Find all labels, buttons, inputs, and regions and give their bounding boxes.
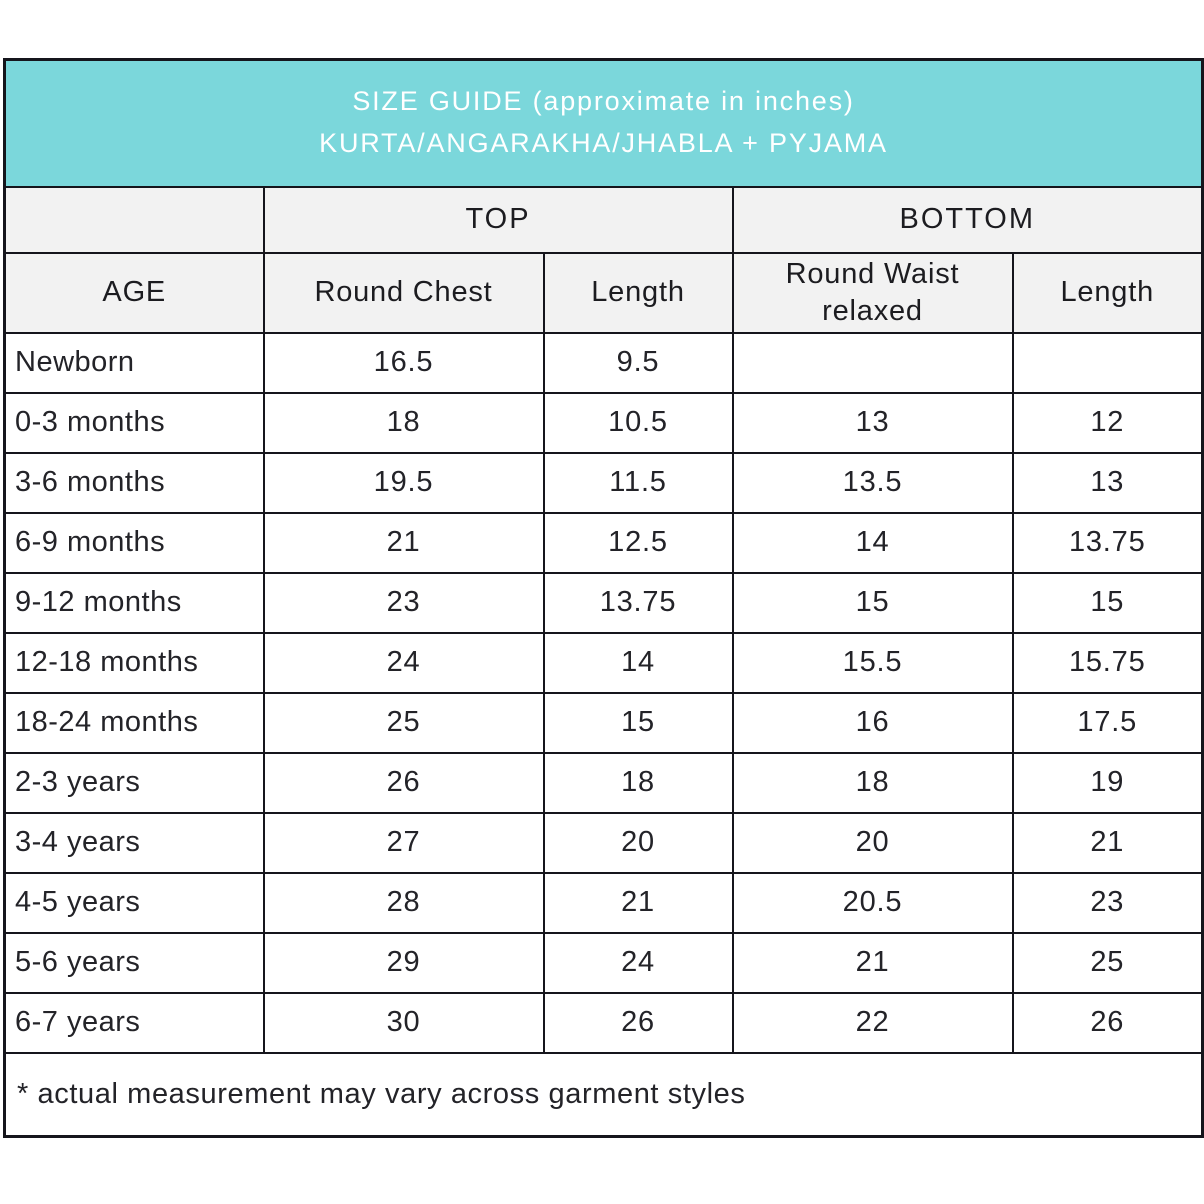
table-row: 4-5 years 28 21 20.5 23 xyxy=(3,871,1204,934)
top-length-cell: 15 xyxy=(542,691,734,754)
table-row: 3-4 years 27 20 20 21 xyxy=(3,811,1204,874)
round-waist-cell: 18 xyxy=(731,751,1014,814)
round-chest-cell: 29 xyxy=(262,931,545,994)
column-header-top-length: Length xyxy=(542,251,734,334)
bottom-length-cell: 25 xyxy=(1011,931,1204,994)
column-header-round-chest: Round Chest xyxy=(262,251,545,334)
bottom-length-cell: 15.75 xyxy=(1011,631,1204,694)
round-chest-cell: 30 xyxy=(262,991,545,1054)
age-cell: 18-24 months xyxy=(3,691,265,754)
bottom-length-cell: 12 xyxy=(1011,391,1204,454)
group-header-top: TOP xyxy=(262,185,734,254)
age-cell: 3-4 years xyxy=(3,811,265,874)
table-row: 2-3 years 26 18 18 19 xyxy=(3,751,1204,814)
top-length-cell: 26 xyxy=(542,991,734,1054)
title-line-2: KURTA/ANGARAKHA/JHABLA + PYJAMA xyxy=(319,128,888,159)
top-length-cell: 18 xyxy=(542,751,734,814)
round-chest-cell: 28 xyxy=(262,871,545,934)
round-waist-cell: 21 xyxy=(731,931,1014,994)
age-cell: Newborn xyxy=(3,331,265,394)
title-line-1: SIZE GUIDE (approximate in inches) xyxy=(352,86,855,117)
bottom-length-cell: 13.75 xyxy=(1011,511,1204,574)
round-waist-cell: 22 xyxy=(731,991,1014,1054)
round-chest-cell: 18 xyxy=(262,391,545,454)
top-length-cell: 11.5 xyxy=(542,451,734,514)
top-length-cell: 14 xyxy=(542,631,734,694)
bottom-length-cell: 23 xyxy=(1011,871,1204,934)
column-header-row: AGE Round Chest Length Round Waist relax… xyxy=(3,251,1204,334)
round-chest-cell: 21 xyxy=(262,511,545,574)
table-row: 6-9 months 21 12.5 14 13.75 xyxy=(3,511,1204,574)
age-cell: 6-9 months xyxy=(3,511,265,574)
size-guide-title: SIZE GUIDE (approximate in inches) KURTA… xyxy=(3,58,1204,188)
age-cell: 2-3 years xyxy=(3,751,265,814)
round-waist-cell: 16 xyxy=(731,691,1014,754)
table-row: 0-3 months 18 10.5 13 12 xyxy=(3,391,1204,454)
table-row: Newborn 16.5 9.5 xyxy=(3,331,1204,394)
round-chest-cell: 24 xyxy=(262,631,545,694)
top-length-cell: 13.75 xyxy=(542,571,734,634)
group-header-bottom: BOTTOM xyxy=(731,185,1204,254)
bottom-length-cell: 21 xyxy=(1011,811,1204,874)
top-length-cell: 21 xyxy=(542,871,734,934)
table-row: 6-7 years 30 26 22 26 xyxy=(3,991,1204,1054)
round-chest-cell: 25 xyxy=(262,691,545,754)
bottom-length-cell: 19 xyxy=(1011,751,1204,814)
round-waist-cell: 14 xyxy=(731,511,1014,574)
top-length-cell: 9.5 xyxy=(542,331,734,394)
table-row: 12-18 months 24 14 15.5 15.75 xyxy=(3,631,1204,694)
age-cell: 9-12 months xyxy=(3,571,265,634)
round-chest-cell: 27 xyxy=(262,811,545,874)
column-header-age: AGE xyxy=(3,251,265,334)
column-header-round-waist: Round Waist relaxed xyxy=(731,251,1014,334)
age-cell: 5-6 years xyxy=(3,931,265,994)
title-band: SIZE GUIDE (approximate in inches) KURTA… xyxy=(3,58,1204,188)
top-length-cell: 10.5 xyxy=(542,391,734,454)
bottom-length-cell: 15 xyxy=(1011,571,1204,634)
table-row: 18-24 months 25 15 16 17.5 xyxy=(3,691,1204,754)
column-header-bottom-length: Length xyxy=(1011,251,1204,334)
round-waist-cell: 20.5 xyxy=(731,871,1014,934)
age-cell: 6-7 years xyxy=(3,991,265,1054)
top-length-cell: 12.5 xyxy=(542,511,734,574)
age-cell: 12-18 months xyxy=(3,631,265,694)
footnote-row: * actual measurement may vary across gar… xyxy=(3,1051,1204,1138)
round-chest-cell: 26 xyxy=(262,751,545,814)
bottom-length-cell xyxy=(1011,331,1204,394)
age-cell: 4-5 years xyxy=(3,871,265,934)
round-waist-cell: 13 xyxy=(731,391,1014,454)
footnote-text: * actual measurement may vary across gar… xyxy=(3,1051,1204,1138)
age-cell: 0-3 months xyxy=(3,391,265,454)
round-waist-cell: 15 xyxy=(731,571,1014,634)
top-length-cell: 20 xyxy=(542,811,734,874)
group-header-row: TOP BOTTOM xyxy=(3,185,1204,254)
top-length-cell: 24 xyxy=(542,931,734,994)
round-chest-cell: 23 xyxy=(262,571,545,634)
round-waist-cell: 13.5 xyxy=(731,451,1014,514)
round-chest-cell: 16.5 xyxy=(262,331,545,394)
table-row: 3-6 months 19.5 11.5 13.5 13 xyxy=(3,451,1204,514)
size-guide-table: SIZE GUIDE (approximate in inches) KURTA… xyxy=(3,58,1204,1138)
round-waist-cell: 20 xyxy=(731,811,1014,874)
bottom-length-cell: 13 xyxy=(1011,451,1204,514)
round-waist-cell: 15.5 xyxy=(731,631,1014,694)
round-waist-cell xyxy=(731,331,1014,394)
bottom-length-cell: 26 xyxy=(1011,991,1204,1054)
bottom-length-cell: 17.5 xyxy=(1011,691,1204,754)
round-chest-cell: 19.5 xyxy=(262,451,545,514)
group-header-empty xyxy=(3,185,265,254)
table-row: 5-6 years 29 24 21 25 xyxy=(3,931,1204,994)
age-cell: 3-6 months xyxy=(3,451,265,514)
table-row: 9-12 months 23 13.75 15 15 xyxy=(3,571,1204,634)
